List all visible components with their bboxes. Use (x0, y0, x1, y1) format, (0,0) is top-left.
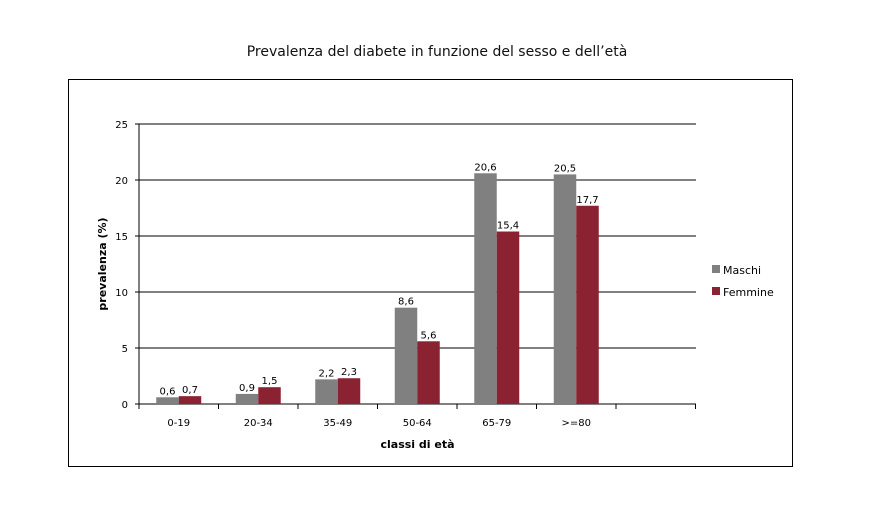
x-tick-label: 65-79 (482, 418, 511, 429)
data-label: 0,9 (239, 383, 255, 394)
bar-femmine (496, 231, 520, 404)
bar-maschi (474, 173, 497, 404)
x-tick-label: 0-19 (167, 418, 190, 429)
x-tick-label: 50-64 (403, 418, 432, 429)
bar-maschi (156, 397, 179, 404)
data-label: 20,5 (554, 163, 576, 174)
y-tick-label: 0 (122, 400, 128, 411)
data-label: 0,6 (160, 386, 176, 397)
bar-femmine (178, 396, 202, 404)
data-label: 1,5 (262, 376, 278, 387)
data-label: 5,6 (421, 330, 437, 341)
y-axis-title: prevalenza (%) (96, 217, 109, 310)
legend-swatch-maschi (712, 265, 720, 273)
y-tick-label: 20 (115, 176, 128, 187)
bar-femmine (258, 387, 281, 404)
chart-title: Prevalenza del diabete in funzione del s… (246, 44, 628, 60)
legend-label: Maschi (723, 264, 761, 277)
x-axis-title: classi di età (380, 438, 454, 451)
y-tick-label: 5 (122, 344, 128, 355)
data-label: 20,6 (474, 162, 496, 173)
bar-femmine (576, 205, 599, 404)
data-label: 2,2 (319, 368, 335, 379)
bar-maschi (394, 307, 418, 404)
y-tick-label: 25 (115, 120, 128, 131)
data-label: 17,7 (576, 195, 598, 206)
chart-frame (68, 79, 793, 467)
y-tick-label: 10 (115, 288, 128, 299)
bar-maschi (315, 379, 338, 404)
bar-femmine (337, 378, 361, 404)
data-label: 15,4 (497, 221, 519, 232)
data-label: 8,6 (398, 297, 414, 308)
x-tick-label: 20-34 (244, 418, 273, 429)
legend-label: Femmine (723, 286, 774, 299)
x-tick-label: 35-49 (323, 418, 352, 429)
data-label: 2,3 (341, 367, 357, 378)
legend-swatch-femmine (712, 287, 720, 295)
x-tick-label: >=80 (562, 418, 591, 429)
y-tick-label: 15 (115, 232, 128, 243)
bar-maschi (553, 174, 577, 404)
data-label: 0,7 (182, 385, 198, 396)
bar-maschi (235, 393, 259, 404)
bar-femmine (417, 341, 440, 404)
